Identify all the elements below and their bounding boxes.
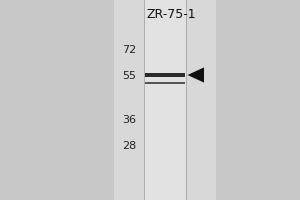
Text: 55: 55 — [122, 71, 136, 81]
Bar — [145, 82, 185, 84]
Bar — [114, 0, 216, 200]
Text: 72: 72 — [122, 45, 136, 55]
Text: ZR-75-1: ZR-75-1 — [146, 7, 196, 21]
Bar — [145, 73, 185, 77]
Text: 28: 28 — [122, 141, 136, 151]
Bar — [144, 0, 186, 200]
Text: 36: 36 — [122, 115, 136, 125]
Polygon shape — [188, 67, 204, 83]
